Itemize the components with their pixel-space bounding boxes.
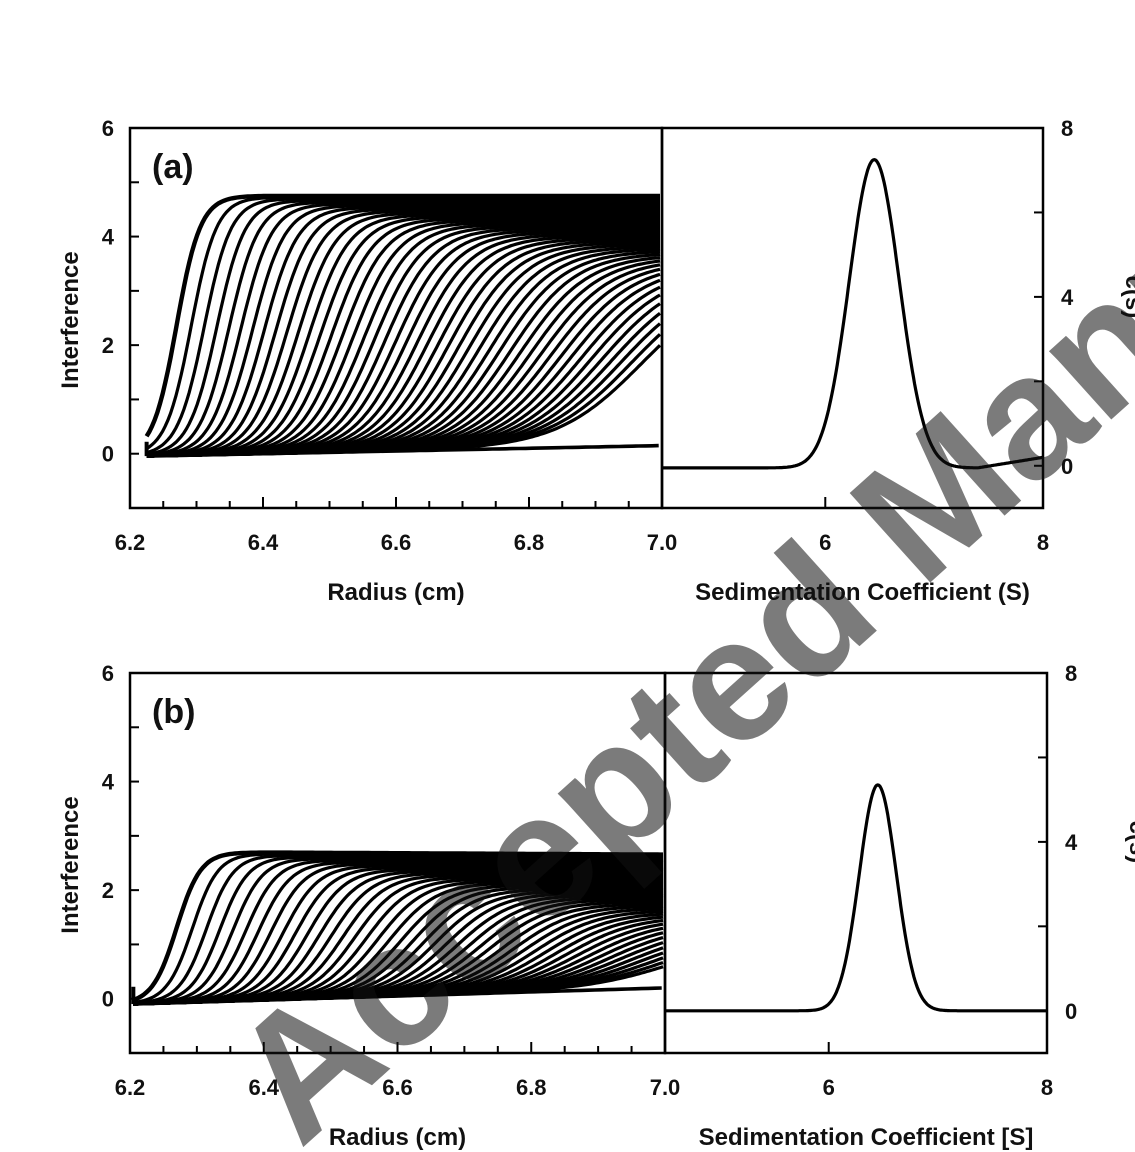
x-tick-label: 8 <box>1037 530 1049 555</box>
y-tick-label: 8 <box>1061 116 1073 141</box>
x-tick-label: 6.8 <box>514 530 545 555</box>
y-tick-label: 4 <box>102 770 115 795</box>
panel-a-radius-ticks: 6.2 6.4 6.6 6.8 7.0 0 2 4 6 <box>102 116 678 555</box>
scan-curve <box>146 207 660 458</box>
y-tick-label: 0 <box>1061 454 1073 479</box>
y-tick-label: 2 <box>102 878 114 903</box>
panel-a-cs-curve <box>662 158 1044 470</box>
cs-distribution-curve <box>665 783 1047 1013</box>
panel-b-radius-axis-title: Radius (cm) <box>329 1124 466 1151</box>
panel-b-sedimentation-axis-title: Sedimentation Coefficient [S] <box>699 1124 1034 1151</box>
x-tick-label: 6.6 <box>382 1075 413 1100</box>
baseline-curve <box>133 986 662 1006</box>
cs-distribution-curve <box>662 158 1044 470</box>
scan-curve <box>133 860 663 1006</box>
y-tick-label: 0 <box>102 442 114 467</box>
panel-a-scan-curves <box>144 193 662 458</box>
baseline-curve <box>146 443 659 458</box>
panel-b-radius-ticks: 6.2 6.4 6.6 6.8 7.0 0 2 4 6 <box>102 661 681 1100</box>
panel-a-radius-axis-title: Radius (cm) <box>327 579 464 606</box>
x-tick-label: 6.4 <box>248 1075 279 1100</box>
panel-a-cs-plot: 6 8 0 4 8 Sedimentation Coefficient (S) c(s) <box>660 116 1135 606</box>
x-tick-label: 7.0 <box>647 530 678 555</box>
panel-a-interference-axis-title: Interference <box>57 251 84 388</box>
x-tick-label: 6 <box>819 530 831 555</box>
panel-b-cs-plot: 6 8 0 4 8 Sedimentation Coefficient [S] c(s) <box>663 661 1135 1151</box>
panel-b: 6.2 6.4 6.6 6.8 7.0 0 2 4 6 (b) Radius (cm) Inte… <box>57 661 1135 1151</box>
y-tick-label: 4 <box>1065 830 1078 855</box>
panel-a-label: (a) <box>152 148 194 186</box>
panel-b-radius-plot: 6.2 6.4 6.6 6.8 7.0 0 2 4 6 (b) Radius (cm) Inte… <box>57 661 680 1151</box>
panel-b-interference-axis-title: Interference <box>57 796 84 933</box>
panel-b-cs-axis-title: c(s) <box>1124 821 1135 864</box>
scan-curve <box>146 197 660 455</box>
panel-b-label: (b) <box>152 693 195 731</box>
scan-curve <box>133 858 664 1006</box>
x-tick-label: 6.6 <box>381 530 412 555</box>
panel-a-cs-ticks: 6 8 0 4 8 <box>819 116 1074 555</box>
scan-curve <box>146 209 660 458</box>
y-tick-label: 0 <box>1065 999 1077 1024</box>
x-tick-label: 7.0 <box>650 1075 681 1100</box>
scan-curve <box>146 211 660 458</box>
panel-b-cs-ticks: 6 8 0 4 8 <box>823 661 1078 1100</box>
y-tick-label: 6 <box>102 661 114 686</box>
x-tick-label: 6.2 <box>115 530 146 555</box>
panel-b-cs-plot-frame <box>663 671 1049 1055</box>
scan-curve <box>146 200 660 457</box>
panel-a: 6.2 6.4 6.6 6.8 7.0 0 2 4 6 (a) Radius (cm) Inte… <box>57 116 1135 606</box>
y-tick-label: 8 <box>1065 661 1077 686</box>
y-tick-label: 6 <box>102 116 114 141</box>
panel-a-radius-plot: 6.2 6.4 6.6 6.8 7.0 0 2 4 6 (a) Radius (cm) Inte… <box>57 116 677 606</box>
scan-curve <box>146 203 660 458</box>
x-tick-label: 6 <box>823 1075 835 1100</box>
y-tick-label: 4 <box>1061 285 1074 310</box>
panel-a-sedimentation-axis-title: Sedimentation Coefficient (S) <box>695 579 1030 606</box>
x-tick-label: 8 <box>1041 1075 1053 1100</box>
scan-curve <box>146 202 660 458</box>
y-tick-label: 4 <box>102 225 115 250</box>
x-tick-label: 6.8 <box>516 1075 547 1100</box>
x-tick-label: 6.4 <box>248 530 279 555</box>
scan-curve <box>146 205 660 458</box>
y-tick-label: 2 <box>102 333 114 358</box>
panel-a-cs-axis-title: c(s) <box>1120 276 1135 319</box>
scan-curve <box>133 862 663 1006</box>
panel-b-scan-curves <box>131 850 664 1006</box>
y-tick-label: 0 <box>102 987 114 1012</box>
x-tick-label: 6.2 <box>115 1075 146 1100</box>
panel-b-cs-curve <box>665 783 1047 1013</box>
panel-a-cs-plot-frame <box>660 126 1045 510</box>
